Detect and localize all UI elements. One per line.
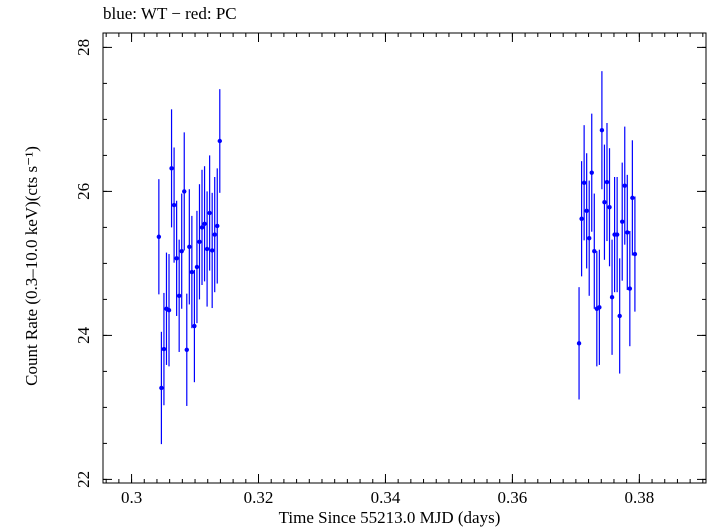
data-point	[581, 180, 587, 185]
axis-tick-labels: 0.3 0.32 0.34 0.36 0.38 22 24 26 28	[74, 39, 654, 507]
data-point	[215, 223, 220, 229]
chart-title: blue: WT − red: PC	[103, 4, 237, 23]
data-point	[192, 323, 197, 329]
data-point	[197, 239, 202, 244]
data-point	[166, 308, 172, 313]
data-point	[202, 221, 207, 226]
data-point	[599, 128, 605, 133]
x-tick-label: 0.36	[498, 488, 528, 507]
data-point	[199, 225, 205, 230]
data-point	[587, 236, 592, 241]
data-point	[620, 219, 625, 224]
data-point	[194, 264, 200, 270]
data-point	[602, 200, 607, 205]
data-point	[156, 234, 162, 239]
y-axis-label: Count Rate (0.3–10.0 keV)(cts s⁻¹)	[22, 146, 41, 386]
data-point	[607, 205, 612, 210]
data-point	[584, 208, 589, 214]
data-point	[169, 166, 174, 171]
data-point	[589, 170, 594, 175]
data-point	[617, 313, 622, 319]
data-point	[189, 269, 195, 275]
data-point	[182, 189, 187, 194]
data-point	[212, 232, 217, 237]
data-point	[171, 202, 177, 208]
plot-frame	[102, 32, 707, 484]
data-point	[209, 248, 215, 253]
data-point	[204, 246, 210, 252]
data-point	[625, 230, 630, 235]
data-point	[176, 293, 182, 298]
data-point	[614, 232, 620, 237]
data-point	[187, 244, 192, 250]
data-point	[627, 286, 633, 291]
y-tick-label: 28	[74, 39, 93, 56]
data-point	[207, 210, 212, 216]
y-tick-label: 24	[74, 326, 93, 344]
axis-ticks	[103, 33, 706, 483]
x-tick-label: 0.38	[624, 488, 654, 507]
data-point	[159, 385, 164, 391]
data-point	[184, 347, 189, 352]
data-point	[161, 346, 167, 352]
data-point	[576, 341, 582, 346]
data-point	[632, 251, 638, 257]
x-axis-label: Time Since 55213.0 MJD (days)	[278, 508, 501, 527]
x-tick-label: 0.3	[121, 488, 142, 507]
x-tick-label: 0.32	[244, 488, 274, 507]
data-point	[179, 248, 184, 254]
data-point	[592, 248, 597, 254]
y-tick-label: 26	[74, 183, 93, 200]
x-tick-label: 0.34	[371, 488, 401, 507]
data-point	[622, 183, 627, 188]
data-point	[174, 256, 179, 261]
data-point	[597, 305, 602, 310]
data-point	[609, 295, 615, 300]
data-point	[217, 138, 222, 144]
data-point	[604, 179, 610, 185]
data-point	[630, 195, 635, 201]
data-point	[579, 216, 584, 221]
y-tick-label: 22	[74, 471, 93, 488]
data-points	[156, 71, 638, 445]
